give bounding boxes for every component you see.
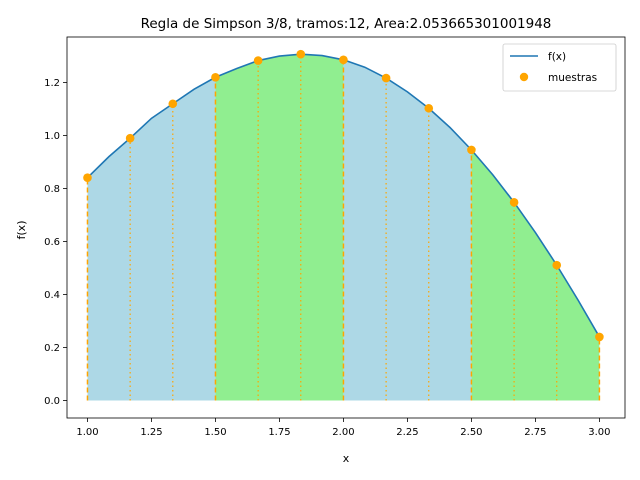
x-tick-label: 1.75 [268, 427, 290, 438]
segment-fill-1 [87, 77, 216, 401]
sample-point [211, 72, 220, 82]
x-tick-label: 1.25 [140, 427, 162, 438]
y-tick-label: 1.2 [44, 78, 60, 89]
y-tick-label: 0.0 [44, 396, 60, 407]
legend: f(x) muestras [502, 43, 617, 92]
legend-label-muestras: muestras [548, 72, 597, 84]
y-tick-label: 0.4 [44, 290, 60, 301]
legend-label-fx: f(x) [548, 51, 566, 63]
segment-fills [87, 54, 600, 401]
x-axis-label: x [343, 452, 350, 465]
y-tick-label: 0.2 [44, 343, 60, 354]
sample-point [595, 332, 604, 342]
plot-frame [66, 36, 626, 419]
y-tick-label: 1.0 [44, 131, 60, 142]
y-axis-label: f(x) [15, 221, 28, 240]
y-tick-label: 0.6 [44, 237, 60, 248]
segment-fill-2 [215, 54, 344, 401]
x-axis: 1.00 1.25 1.50 1.75 2.00 2.25 2.50 2.75 3.00 [76, 418, 611, 438]
x-tick-label: 1.50 [204, 427, 226, 438]
y-tick-label: 0.8 [44, 184, 60, 195]
x-tick-label: 3.00 [588, 427, 610, 438]
x-tick-label: 2.25 [396, 427, 418, 438]
sample-point [424, 103, 434, 113]
series-markers-group [83, 49, 604, 342]
x-tick-label: 1.00 [76, 427, 98, 438]
segment-fill-3 [343, 59, 472, 401]
legend-marker-swatch [519, 72, 529, 82]
segment-fill-4 [471, 149, 600, 401]
sample-point [83, 173, 92, 182]
chart-title: Regla de Simpson 3/8, tramos:12, Area:2.… [141, 16, 552, 32]
y-axis: 0.0 0.2 0.4 0.6 0.8 1.0 1.2 [44, 78, 67, 407]
x-tick-label: 2.75 [524, 427, 546, 438]
x-tick-label: 2.00 [332, 427, 354, 438]
sample-point [296, 49, 306, 59]
sample-point [509, 198, 519, 207]
sample-point [125, 133, 135, 143]
sample-point [253, 56, 263, 65]
x-tick-label: 2.50 [460, 427, 482, 438]
segment-dividers [86, 54, 601, 401]
sample-point [168, 99, 178, 109]
sample-point [381, 73, 391, 83]
sample-point [467, 145, 476, 155]
sample-point [339, 55, 348, 65]
sample-point [552, 260, 562, 270]
